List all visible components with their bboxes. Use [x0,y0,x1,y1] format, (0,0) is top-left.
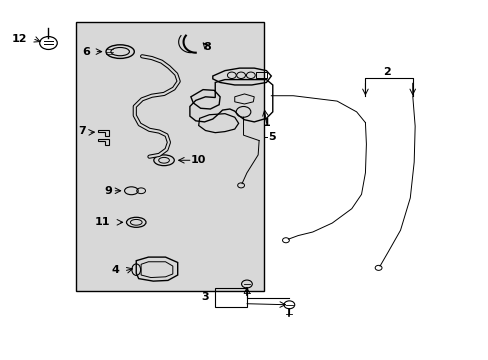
Text: 4: 4 [112,265,120,275]
Text: 7: 7 [79,126,86,135]
Text: 1: 1 [263,118,270,128]
Text: 8: 8 [203,42,210,52]
Text: 6: 6 [82,46,90,57]
Text: 12: 12 [11,35,27,44]
Text: 9: 9 [104,186,112,196]
Bar [215,288,246,307]
Bar [256,72,266,78]
Text: 3: 3 [202,292,209,302]
Text: 11: 11 [94,217,110,227]
Bar [76,22,264,291]
Text: 2: 2 [382,67,390,77]
Text: 5: 5 [267,132,275,142]
Text: 10: 10 [190,155,206,165]
